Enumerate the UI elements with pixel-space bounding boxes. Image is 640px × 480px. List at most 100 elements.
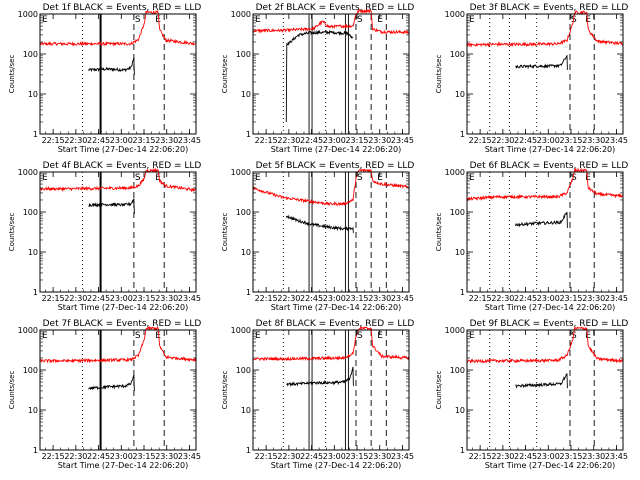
y-tick-label: 10 bbox=[241, 90, 251, 99]
region-marker-label: S bbox=[357, 173, 363, 183]
y-axis-label: Counts/sec bbox=[221, 55, 229, 94]
region-marker-label: S bbox=[571, 331, 577, 341]
region-marker-label: S bbox=[135, 173, 141, 183]
region-marker-label: E bbox=[42, 331, 48, 341]
region-marker-label: E bbox=[255, 15, 261, 25]
x-tick-label: 23:15 bbox=[345, 136, 368, 145]
y-tick-label: 1000 bbox=[18, 168, 38, 177]
y-tick-label: 100 bbox=[450, 208, 465, 217]
x-tick-label: 23:00 bbox=[537, 452, 560, 461]
plot-frame bbox=[39, 329, 197, 451]
x-tick-label: 22:45 bbox=[87, 452, 110, 461]
x-axis-label: Start Time (27-Dec-14 22:06:20) bbox=[485, 145, 616, 154]
region-marker-label: E bbox=[255, 331, 261, 341]
x-tick-label: 22:30 bbox=[277, 452, 300, 461]
x-tick-label: 23:45 bbox=[605, 136, 628, 145]
lld-rate-line bbox=[466, 326, 624, 364]
y-axis-label: Counts/sec bbox=[8, 55, 16, 94]
x-tick-label: 22:45 bbox=[514, 136, 537, 145]
x-axis-label: Start Time (27-Dec-14 22:06:20) bbox=[271, 461, 402, 470]
x-tick-label: 23:45 bbox=[605, 452, 628, 461]
x-tick-label: 23:00 bbox=[323, 452, 346, 461]
panel-title: Det 5f BLACK = Events, RED = LLD bbox=[256, 161, 415, 171]
events-rate-line bbox=[285, 214, 354, 233]
region-marker-label: S bbox=[571, 15, 577, 25]
plot-frame bbox=[466, 171, 624, 293]
x-tick-label: 22:15 bbox=[469, 294, 492, 303]
region-marker-label: E bbox=[469, 15, 475, 25]
plot-frame bbox=[252, 329, 410, 451]
panel-title: Det 6f BLACK = Events, RED = LLD bbox=[470, 161, 629, 171]
region-marker-label: E bbox=[377, 15, 383, 25]
detector-panel: Det 5f BLACK = Events, RED = LLD E S E 1 10 10… bbox=[221, 161, 414, 312]
y-tick-label: 100 bbox=[450, 366, 465, 375]
region-marker-label: E bbox=[155, 331, 161, 341]
y-axis-label: Counts/sec bbox=[435, 213, 443, 252]
region-marker-label: E bbox=[377, 331, 383, 341]
y-axis-label: Counts/sec bbox=[221, 371, 229, 410]
y-tick-label: 1 bbox=[33, 446, 38, 455]
plot-frame bbox=[39, 13, 197, 135]
region-marker-label: E bbox=[155, 15, 161, 25]
x-axis-label: Start Time (27-Dec-14 22:06:20) bbox=[58, 461, 189, 470]
x-tick-label: 23:15 bbox=[559, 452, 582, 461]
x-axis-label: Start Time (27-Dec-14 22:06:20) bbox=[58, 145, 189, 154]
x-tick-label: 22:30 bbox=[491, 452, 514, 461]
x-tick-label: 23:45 bbox=[391, 452, 414, 461]
detector-panel: Det 8f BLACK = Events, RED = LLD E S E 1 10 10… bbox=[221, 319, 414, 470]
x-tick-label: 22:15 bbox=[469, 452, 492, 461]
plot-frame bbox=[466, 13, 624, 135]
y-tick-label: 1 bbox=[33, 288, 38, 297]
events-rate-line bbox=[515, 373, 568, 389]
events-rate-line bbox=[88, 57, 135, 75]
events-rate-line bbox=[88, 198, 135, 214]
x-tick-label: 23:15 bbox=[345, 452, 368, 461]
x-axis-label: Start Time (27-Dec-14 22:06:20) bbox=[58, 303, 189, 312]
y-tick-label: 1000 bbox=[445, 168, 465, 177]
lld-rate-line bbox=[252, 168, 410, 207]
plot-frame bbox=[252, 171, 410, 293]
y-tick-label: 1 bbox=[460, 288, 465, 297]
x-axis-label: Start Time (27-Dec-14 22:06:20) bbox=[271, 145, 402, 154]
x-tick-label: 22:15 bbox=[42, 136, 65, 145]
region-marker-label: S bbox=[135, 331, 141, 341]
x-tick-label: 22:45 bbox=[300, 136, 323, 145]
events-rate-line bbox=[88, 374, 135, 391]
lld-rate-line bbox=[466, 167, 624, 202]
y-axis-label: Counts/sec bbox=[8, 371, 16, 410]
x-tick-label: 22:15 bbox=[255, 452, 278, 461]
x-tick-label: 23:30 bbox=[582, 136, 605, 145]
y-tick-label: 10 bbox=[28, 90, 38, 99]
x-tick-label: 23:45 bbox=[605, 294, 628, 303]
region-marker-label: E bbox=[585, 15, 591, 25]
detector-panel: Det 2f BLACK = Events, RED = LLD E S E 1 10 10… bbox=[221, 3, 414, 154]
y-tick-label: 1 bbox=[33, 130, 38, 139]
panel-title: Det 2f BLACK = Events, RED = LLD bbox=[256, 3, 415, 13]
panel-title: Det 1f BLACK = Events, RED = LLD bbox=[43, 3, 202, 13]
y-tick-label: 100 bbox=[236, 208, 251, 217]
x-axis-label: Start Time (27-Dec-14 22:06:20) bbox=[271, 303, 402, 312]
y-tick-label: 1000 bbox=[231, 326, 251, 335]
y-tick-label: 1 bbox=[246, 446, 251, 455]
detector-panel: Det 1f BLACK = Events, RED = LLD E S E 1 10 10… bbox=[8, 3, 201, 154]
x-tick-label: 22:15 bbox=[469, 136, 492, 145]
plot-frame bbox=[252, 13, 410, 135]
x-tick-label: 23:00 bbox=[110, 294, 133, 303]
x-tick-label: 23:00 bbox=[537, 136, 560, 145]
detector-panel: Det 7f BLACK = Events, RED = LLD E S E 1 10 10… bbox=[8, 319, 201, 470]
events-rate-line bbox=[285, 29, 354, 123]
x-tick-label: 22:15 bbox=[255, 294, 278, 303]
x-tick-label: 23:30 bbox=[368, 136, 391, 145]
x-tick-label: 22:45 bbox=[514, 294, 537, 303]
region-marker-label: S bbox=[357, 331, 363, 341]
y-tick-label: 10 bbox=[241, 406, 251, 415]
x-tick-label: 23:15 bbox=[345, 294, 368, 303]
x-tick-label: 22:45 bbox=[514, 452, 537, 461]
x-tick-label: 23:15 bbox=[132, 294, 155, 303]
lld-rate-line bbox=[252, 8, 410, 35]
x-tick-label: 22:30 bbox=[277, 136, 300, 145]
y-axis-label: Counts/sec bbox=[221, 213, 229, 252]
